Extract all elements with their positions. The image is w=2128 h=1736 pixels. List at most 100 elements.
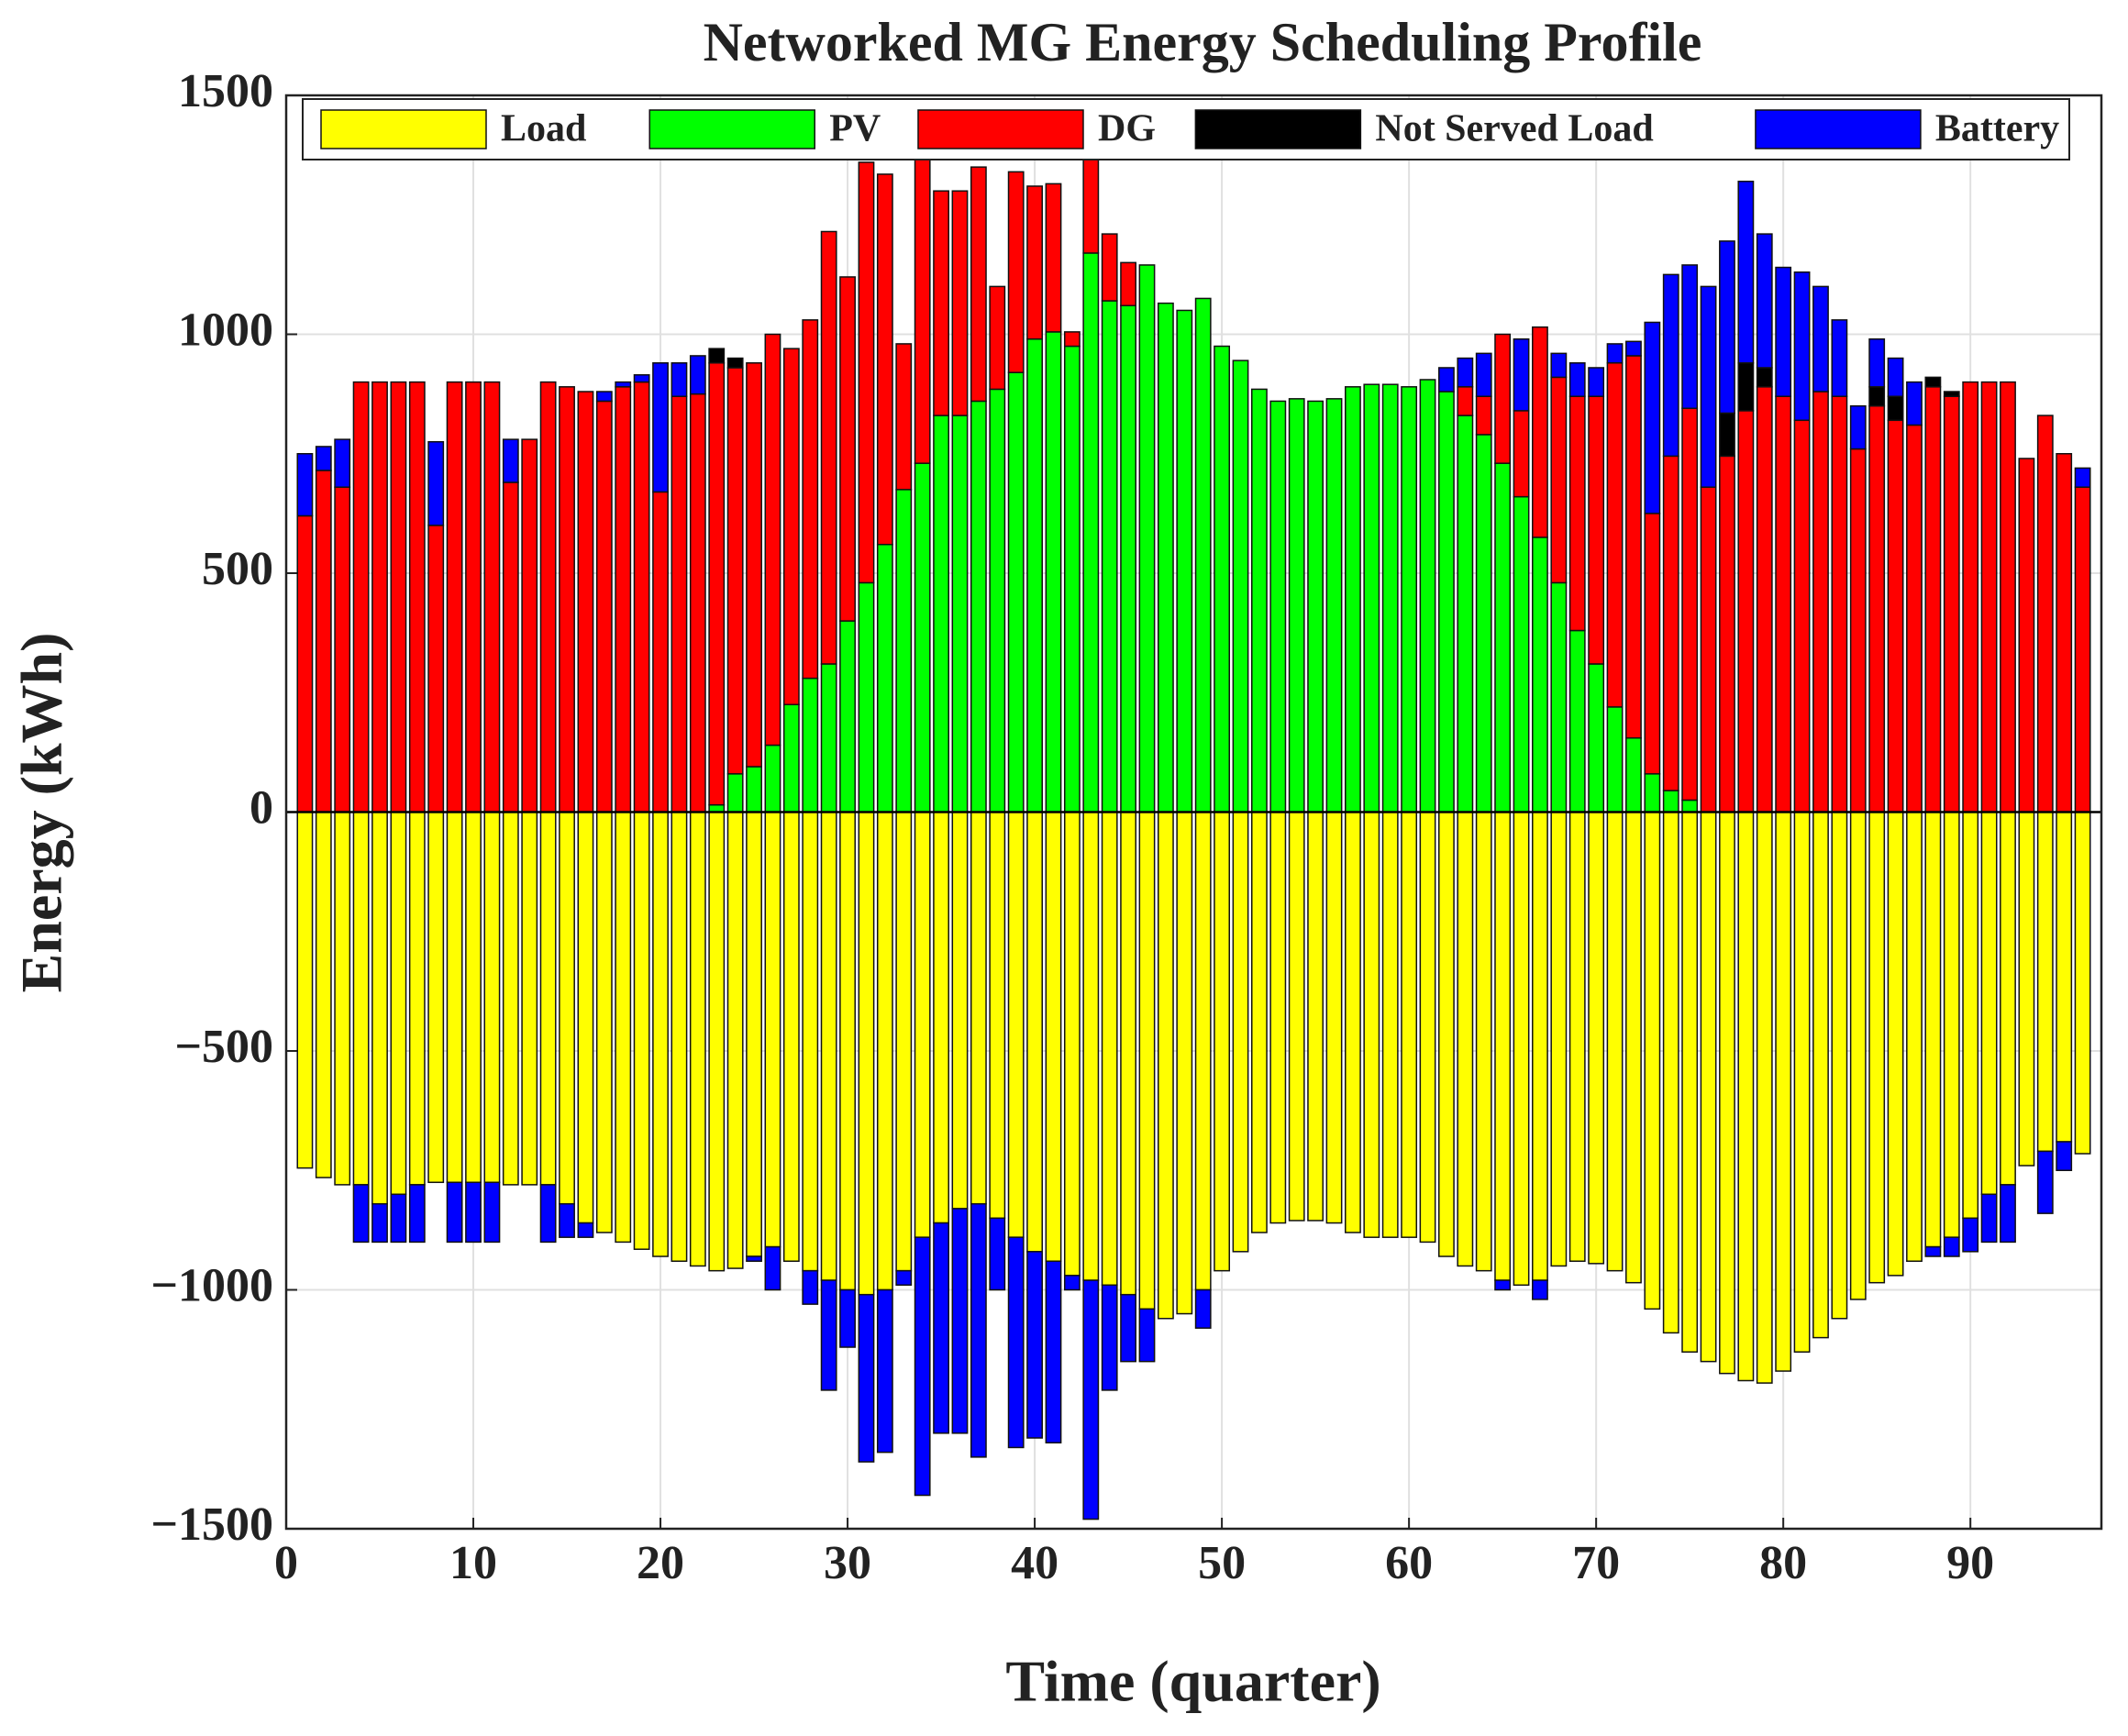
x-tick-label: 0 <box>274 1537 298 1589</box>
bar-segment <box>820 1279 837 1391</box>
bar-segment <box>652 362 669 493</box>
bar-segment <box>1644 811 1661 1310</box>
bar-segment <box>1194 811 1212 1291</box>
y-tick-label: −500 <box>174 1021 273 1073</box>
bar-segment <box>1307 811 1324 1222</box>
bar-segment <box>352 1184 370 1244</box>
bar-segment <box>876 811 893 1291</box>
bar-segment <box>1719 811 1735 1375</box>
bar-segment <box>989 285 1006 391</box>
bar-segment <box>465 1181 482 1244</box>
y-tick-label: 1000 <box>178 304 273 356</box>
bar-segment <box>2018 458 2035 813</box>
bar-segment <box>1026 337 1043 813</box>
bar-segment <box>334 438 351 488</box>
bar-segment <box>427 440 445 526</box>
bar-segment <box>539 381 557 813</box>
bar-segment <box>2018 811 2035 1167</box>
bar-segment <box>820 230 837 665</box>
bar-segment <box>1026 185 1043 340</box>
bar-segment <box>1568 362 1586 397</box>
bar-segment <box>615 381 632 388</box>
bar-segment <box>689 355 706 395</box>
bar-segment <box>1513 337 1530 412</box>
legend-swatch <box>1755 109 1922 149</box>
bar-segment <box>1494 333 1512 464</box>
bar-segment <box>764 744 781 813</box>
bar-segment <box>1494 811 1512 1281</box>
bar-segment <box>1588 663 1605 813</box>
bar-segment <box>1681 811 1699 1353</box>
bar-segment <box>1345 811 1361 1233</box>
bar-segment <box>1924 386 1942 813</box>
x-tick-label: 70 <box>1572 1537 1620 1589</box>
legend-label: PV <box>829 108 881 150</box>
bar-segment <box>1962 381 1979 813</box>
bar-segment <box>1475 395 1492 436</box>
bar-segment <box>1269 400 1287 813</box>
bar-segment <box>465 811 482 1184</box>
bar-segment <box>1644 513 1661 775</box>
bar-segment <box>1494 462 1512 813</box>
bar-segment <box>315 446 332 471</box>
bar-segment <box>1026 1251 1043 1439</box>
bar-segment <box>2056 453 2073 813</box>
bar-segment <box>1625 340 1642 357</box>
x-tick-label: 80 <box>1759 1537 1807 1589</box>
bar-segment <box>895 343 913 491</box>
bar-segment <box>1606 706 1624 813</box>
bar-segment <box>951 1208 969 1434</box>
bar-segment <box>726 811 744 1269</box>
bar-segment <box>2074 467 2091 488</box>
bar-segment <box>352 381 370 813</box>
bar-segment <box>802 1269 819 1305</box>
bar-segment <box>1887 419 1904 813</box>
bar-segment <box>521 811 538 1186</box>
bar-segment <box>1026 811 1043 1253</box>
bar-segment <box>1812 391 1829 813</box>
bar-segment <box>1700 285 1717 488</box>
bar-segment <box>2036 415 2054 813</box>
bar-segment <box>1681 799 1699 813</box>
bar-segment <box>483 811 501 1184</box>
bar-segment <box>1007 371 1025 813</box>
bar-segment <box>1943 391 1960 397</box>
y-tick-label: 1500 <box>178 65 273 117</box>
bar-segment <box>2000 811 2016 1186</box>
bar-segment <box>1980 811 1998 1196</box>
bar-segment <box>408 1184 426 1244</box>
bar-segment <box>427 811 445 1184</box>
bar-segment <box>1737 410 1755 813</box>
bar-segment <box>446 1181 463 1244</box>
bar-segment <box>1532 326 1548 538</box>
bar-segment <box>633 381 650 813</box>
bar-segment <box>1457 386 1474 416</box>
bar-segment <box>2074 811 2091 1155</box>
bar-segment <box>1082 1279 1100 1520</box>
bar-segment <box>1550 811 1568 1267</box>
bar-segment <box>1943 811 1960 1238</box>
bar-segment <box>671 811 688 1262</box>
bar-segment <box>390 811 407 1196</box>
bar-segment <box>1513 495 1530 813</box>
bar-segment <box>1419 811 1436 1244</box>
legend-label: Battery <box>1935 108 2059 150</box>
legend-label: Load <box>501 108 586 150</box>
bar-segment <box>1550 376 1568 584</box>
bar-segment <box>1980 381 1998 813</box>
bar-segment <box>315 470 332 813</box>
legend-swatch <box>320 109 487 149</box>
bar-segment <box>1831 811 1848 1320</box>
bar-segment <box>914 462 931 813</box>
bar-segment <box>1775 811 1792 1372</box>
bar-segment <box>577 391 594 813</box>
bar-segment <box>465 381 482 813</box>
bar-segment <box>1438 391 1455 813</box>
legend-label: Not Served Load <box>1375 108 1653 150</box>
bar-segment <box>802 677 819 813</box>
bar-segment <box>390 1193 407 1244</box>
bar-segment <box>764 333 781 746</box>
bar-segment <box>1924 811 1942 1248</box>
bar-segment <box>446 381 463 813</box>
bar-segment <box>1756 367 1773 388</box>
